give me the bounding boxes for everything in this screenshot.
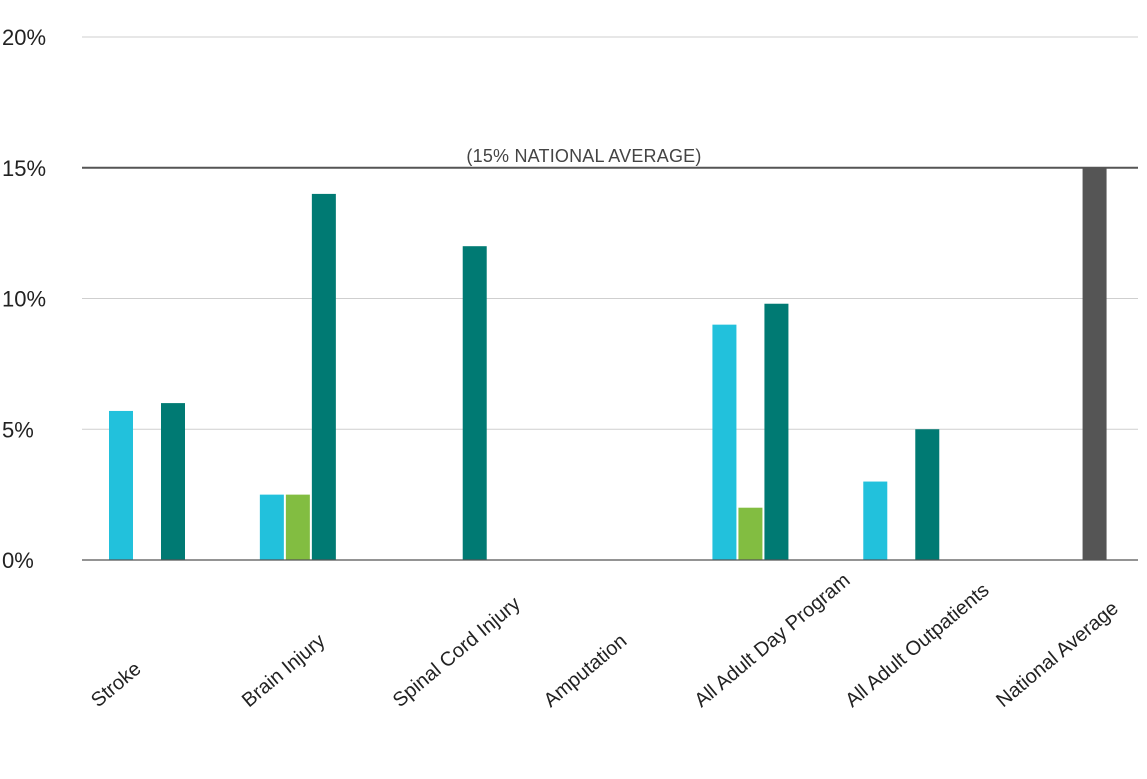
x-axis-categories: Stroke Brain Injury Spinal Cord Injury Ampu…	[87, 569, 1123, 712]
bar-all-adult-day-program-0	[712, 324, 737, 560]
x-category-label: All Adult Outpatients	[841, 579, 993, 712]
y-axis-ticks: 0% 5% 10% 15% 20%	[2, 25, 46, 573]
bar-all-adult-outpatients-2	[915, 429, 940, 560]
bar-all-adult-outpatients-0	[863, 481, 888, 560]
bars	[109, 167, 1107, 560]
x-category-label: All Adult Day Program	[691, 569, 855, 712]
bar-brain-injury-1	[285, 494, 310, 560]
x-category-label: National Average	[992, 597, 1123, 712]
y-tick-label: 15%	[2, 156, 46, 181]
bar-brain-injury-0	[259, 494, 284, 560]
x-category-label: Brain Injury	[238, 630, 330, 712]
bar-brain-injury-2	[311, 193, 336, 560]
y-tick-label: 0%	[2, 548, 34, 573]
y-tick-label: 5%	[2, 417, 34, 442]
bar-spinal-cord-injury-2	[462, 246, 487, 560]
bar-national-average-3	[1082, 167, 1107, 560]
x-category-label: Stroke	[87, 658, 145, 712]
y-tick-label: 10%	[2, 287, 46, 312]
bar-stroke-0	[109, 410, 133, 560]
x-category-label: Spinal Cord Injury	[389, 593, 525, 712]
y-tick-label: 20%	[2, 25, 46, 50]
reference-line-label: (15% NATIONAL AVERAGE)	[466, 146, 701, 166]
grid-lines	[82, 36, 1138, 430]
x-category-label: Amputation	[540, 630, 632, 712]
bar-all-adult-day-program-1	[738, 507, 763, 560]
bar-all-adult-day-program-2	[764, 303, 789, 560]
bar-stroke-2	[161, 403, 185, 560]
